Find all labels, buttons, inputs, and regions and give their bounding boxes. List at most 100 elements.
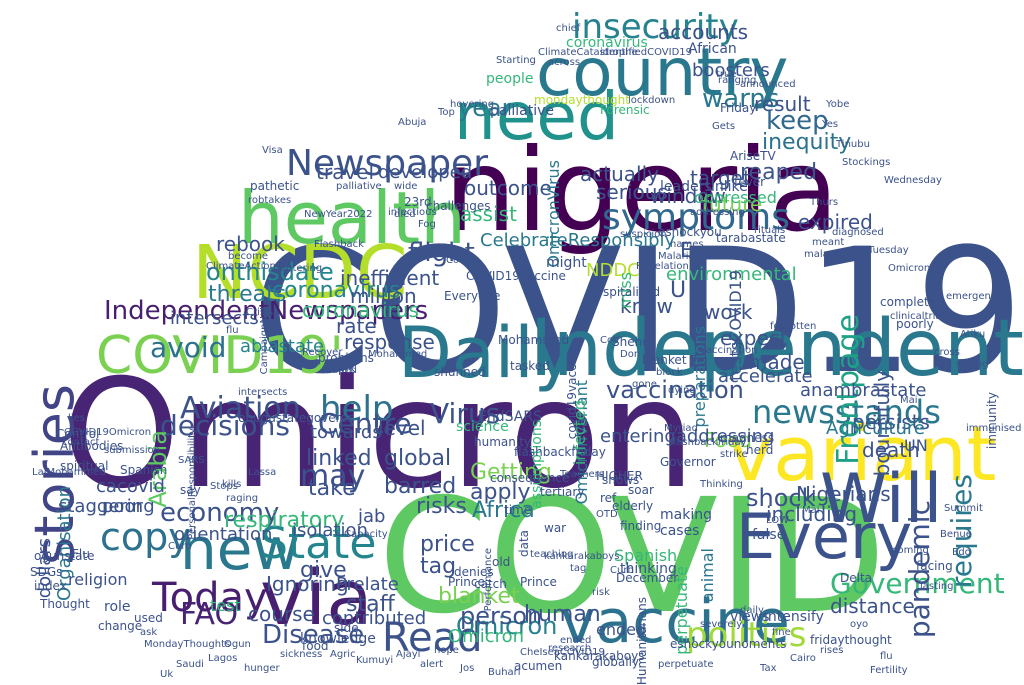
word-297: Abuja (398, 117, 427, 128)
word-24: insecurity (572, 7, 739, 47)
word-253: addressing (690, 207, 745, 218)
word-241: data (517, 530, 531, 558)
word-76: apply (470, 480, 531, 505)
word-172: acumen (514, 659, 563, 673)
word-258: died (394, 209, 416, 220)
word-217: ranging (718, 75, 757, 86)
word-205: Friday (720, 101, 757, 115)
word-182: Shehu (612, 335, 650, 349)
word-4: Independent (529, 304, 1024, 394)
word-215: become (228, 251, 269, 262)
word-8: need (454, 78, 619, 155)
word-153: palliative (490, 103, 554, 119)
word-123: Prelate (336, 574, 399, 595)
word-13: vaccine (560, 587, 790, 657)
word-333: Fog (418, 219, 436, 230)
word-248: Stops (210, 481, 238, 492)
word-284: names (670, 239, 704, 250)
word-185: spiritual (60, 459, 109, 473)
word-12: Every (736, 500, 913, 573)
word-156: African (688, 41, 737, 57)
word-128: animal (698, 548, 717, 603)
word-68: staff (346, 592, 395, 617)
word-289: covid19vaccine (565, 346, 579, 440)
word-238: time (504, 503, 532, 517)
word-331: ask (140, 627, 158, 638)
word-166: science (456, 419, 509, 435)
word-37: economy (160, 498, 280, 528)
word-49: warns (702, 84, 780, 114)
word-142: December (616, 571, 679, 585)
word-324: alert (420, 659, 444, 670)
word-270: tasked (510, 359, 550, 373)
word-70: blanket (438, 584, 520, 609)
word-22: Today (152, 575, 268, 621)
word-44: FAO (180, 597, 239, 632)
word-196: madness (720, 431, 775, 445)
word-214: challenges (426, 199, 491, 213)
word-345: Atiku (960, 329, 986, 340)
word-266: ref (600, 491, 617, 505)
word-202: submission (104, 445, 161, 456)
word-120: orientation (174, 524, 273, 545)
word-98: million (350, 284, 417, 308)
word-234: poorly (896, 317, 934, 331)
word-204: MondayThoughts (144, 639, 231, 650)
word-75: Getting (470, 460, 552, 485)
word-106: expect (720, 326, 788, 350)
word-116: cacovid (96, 476, 165, 497)
word-245: Capacity (344, 529, 388, 540)
word-91: developed (378, 162, 473, 183)
word-332: Top (438, 107, 455, 118)
word-7: health (238, 176, 466, 260)
word-288: dying (668, 385, 696, 396)
word-71: take (308, 476, 356, 501)
word-162: tarabastate (716, 231, 786, 245)
word-86: target (690, 166, 751, 190)
word-0: COVID19 (251, 211, 1024, 412)
word-48: year (458, 94, 512, 122)
word-53: persists (852, 410, 930, 434)
word-300: PersonalResponsibility (187, 428, 198, 540)
word-146: making (660, 507, 712, 523)
word-271: might (546, 255, 587, 271)
word-341: Cairo (790, 653, 816, 664)
word-255: palliative (336, 181, 382, 192)
word-193: Governor (660, 455, 716, 469)
word-90: travel (316, 160, 375, 184)
word-279: ended (560, 635, 592, 646)
word-38: may (300, 459, 366, 494)
word-27: newsstands (752, 393, 941, 431)
word-250: Stockings (842, 157, 891, 168)
word-51: inequity (762, 130, 852, 155)
word-322: Ajayi (396, 649, 421, 660)
word-267: OTD (596, 509, 618, 520)
word-191: Thought (40, 597, 90, 611)
word-314: Covid (446, 255, 475, 266)
word-9: Daily (398, 312, 576, 394)
word-283: sickness (280, 649, 323, 660)
word-194: HIGHER (596, 469, 643, 483)
word-16: COVID19' (96, 326, 344, 386)
word-192: index (34, 579, 67, 593)
word-179: denies (454, 565, 494, 579)
word-87: result (754, 92, 811, 116)
word-307: intersects (238, 387, 288, 398)
word-110: Agriculture (826, 418, 925, 439)
word-209: across (548, 57, 581, 68)
word-154: people (486, 71, 534, 87)
word-285: Malaria (658, 251, 695, 262)
word-268: old (492, 555, 511, 569)
word-190: SDGs (30, 565, 63, 579)
word-188: ogunstate (34, 549, 95, 563)
word-223: strike (720, 449, 748, 460)
word-230: LOW (766, 515, 789, 526)
word-138: change (98, 619, 143, 633)
word-93: window (650, 184, 726, 208)
word-337: CampaignNot (259, 306, 270, 375)
word-147: cases (660, 523, 700, 539)
word-36: avoid (150, 331, 227, 364)
word-262: blanket (642, 353, 687, 367)
word-347: cross (934, 347, 960, 358)
